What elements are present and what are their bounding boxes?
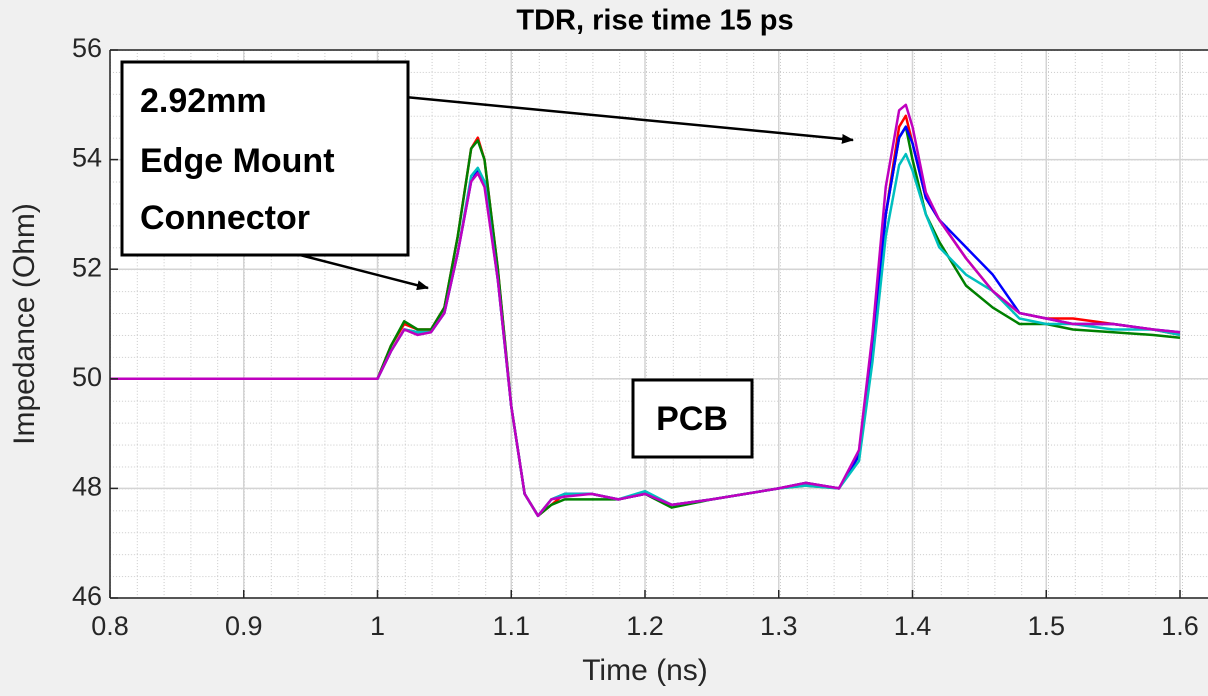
annotation-text: Connector	[140, 199, 310, 237]
x-tick-label: 0.9	[225, 611, 263, 641]
y-tick-label: 50	[72, 362, 102, 392]
x-axis-label: Time (ns)	[582, 654, 708, 687]
x-tick-label: 1.6	[1161, 611, 1199, 641]
y-tick-label: 54	[72, 143, 102, 173]
x-tick-label: 1.3	[760, 611, 798, 641]
arrow	[299, 253, 429, 291]
annotation-box	[631, 378, 754, 459]
annotation-box	[120, 60, 410, 257]
annotation-text: Edge Mount	[140, 142, 335, 180]
y-tick-label: 56	[72, 33, 102, 63]
x-tick-label: 1.4	[894, 611, 932, 641]
arrow	[404, 95, 854, 144]
y-axis-label: Impedance (Ohm)	[8, 203, 41, 445]
y-tick-label: 52	[72, 252, 102, 282]
x-tick-label: 0.8	[91, 611, 129, 641]
y-tick-label: 48	[72, 472, 102, 502]
annotation-text: PCB	[656, 400, 728, 438]
x-tick-label: 1.5	[1027, 611, 1065, 641]
x-tick-label: 1.2	[626, 611, 664, 641]
chart-title: TDR, rise time 15 ps	[516, 5, 793, 37]
annotation-text: 2.92mm	[140, 82, 267, 120]
line-series	[110, 103, 1181, 518]
y-tick-label: 46	[72, 581, 102, 611]
x-tick-label: 1.1	[492, 611, 530, 641]
x-tick-label: 1	[370, 611, 385, 641]
